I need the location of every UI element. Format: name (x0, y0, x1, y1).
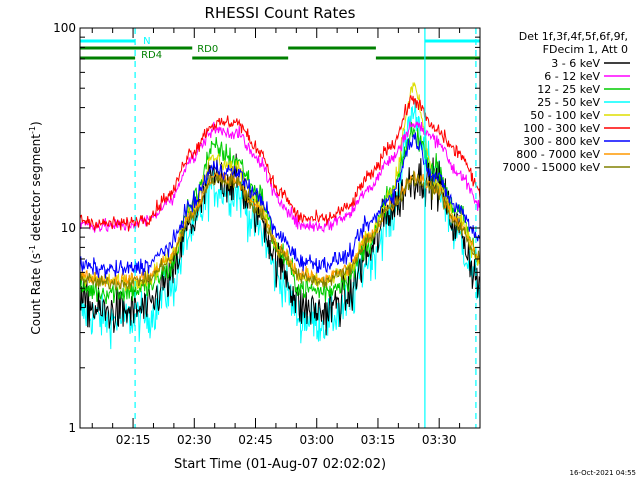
legend-header-line-2: FDecim 1, Att 0 (543, 43, 628, 56)
x-tick-label-1: 02:30 (177, 433, 212, 447)
legend-label-8: 7000 - 15000 keV (502, 161, 600, 174)
series-line-2 (80, 122, 480, 305)
x-axis-label: Start Time (01-Aug-07 02:02:02) (174, 457, 386, 472)
x-tick-label-5: 03:30 (422, 433, 457, 447)
series-line-5 (80, 95, 480, 232)
y-tick-label-1: 10 (61, 221, 76, 235)
legend-label-7: 800 - 7000 keV (516, 148, 600, 161)
x-tick-label-4: 03:15 (361, 433, 396, 447)
legend-label-4: 50 - 100 keV (530, 109, 600, 122)
legend-header-line-1: Det 1f,3f,4f,5f,6f,9f, (519, 30, 628, 43)
legend-label-2: 12 - 25 keV (537, 83, 600, 96)
y-axis: 1 10 100 (53, 21, 480, 435)
legend-label-6: 300 - 800 keV (523, 135, 600, 148)
footer-timestamp: 16-Oct-2021 04:55 (570, 469, 636, 477)
legend-label-5: 100 - 300 keV (523, 122, 600, 135)
flag-label-RD4: RD4 (141, 50, 162, 61)
x-tick-label-3: 03:00 (299, 433, 334, 447)
chart-title: RHESSI Count Rates (205, 4, 356, 22)
y-axis-label: Count Rate (s-1 detector segment-1) (28, 121, 43, 334)
y-tick-label-0: 1 (68, 421, 76, 435)
series-line-1 (80, 121, 480, 234)
series-line-6 (80, 132, 480, 279)
flag-label-RD0: RD0 (197, 44, 218, 55)
series-line-8 (80, 170, 480, 291)
flag-label-N: N (143, 36, 150, 47)
y-tick-label-2: 100 (53, 21, 76, 35)
legend-label-0: 3 - 6 keV (551, 57, 600, 70)
plot-area (80, 81, 480, 350)
x-tick-label-0: 02:15 (116, 433, 151, 447)
flags-group: N RD0 RD4 (80, 36, 480, 61)
x-tick-label-2: 02:45 (238, 433, 273, 447)
x-axis: 02:15 02:30 02:45 03:00 03:15 03:30 (91, 28, 481, 447)
legend-label-3: 25 - 50 keV (537, 96, 600, 109)
legend-label-1: 6 - 12 keV (544, 70, 600, 83)
legend: Det 1f,3f,4f,5f,6f,9f, FDecim 1, Att 0 3… (502, 30, 630, 174)
